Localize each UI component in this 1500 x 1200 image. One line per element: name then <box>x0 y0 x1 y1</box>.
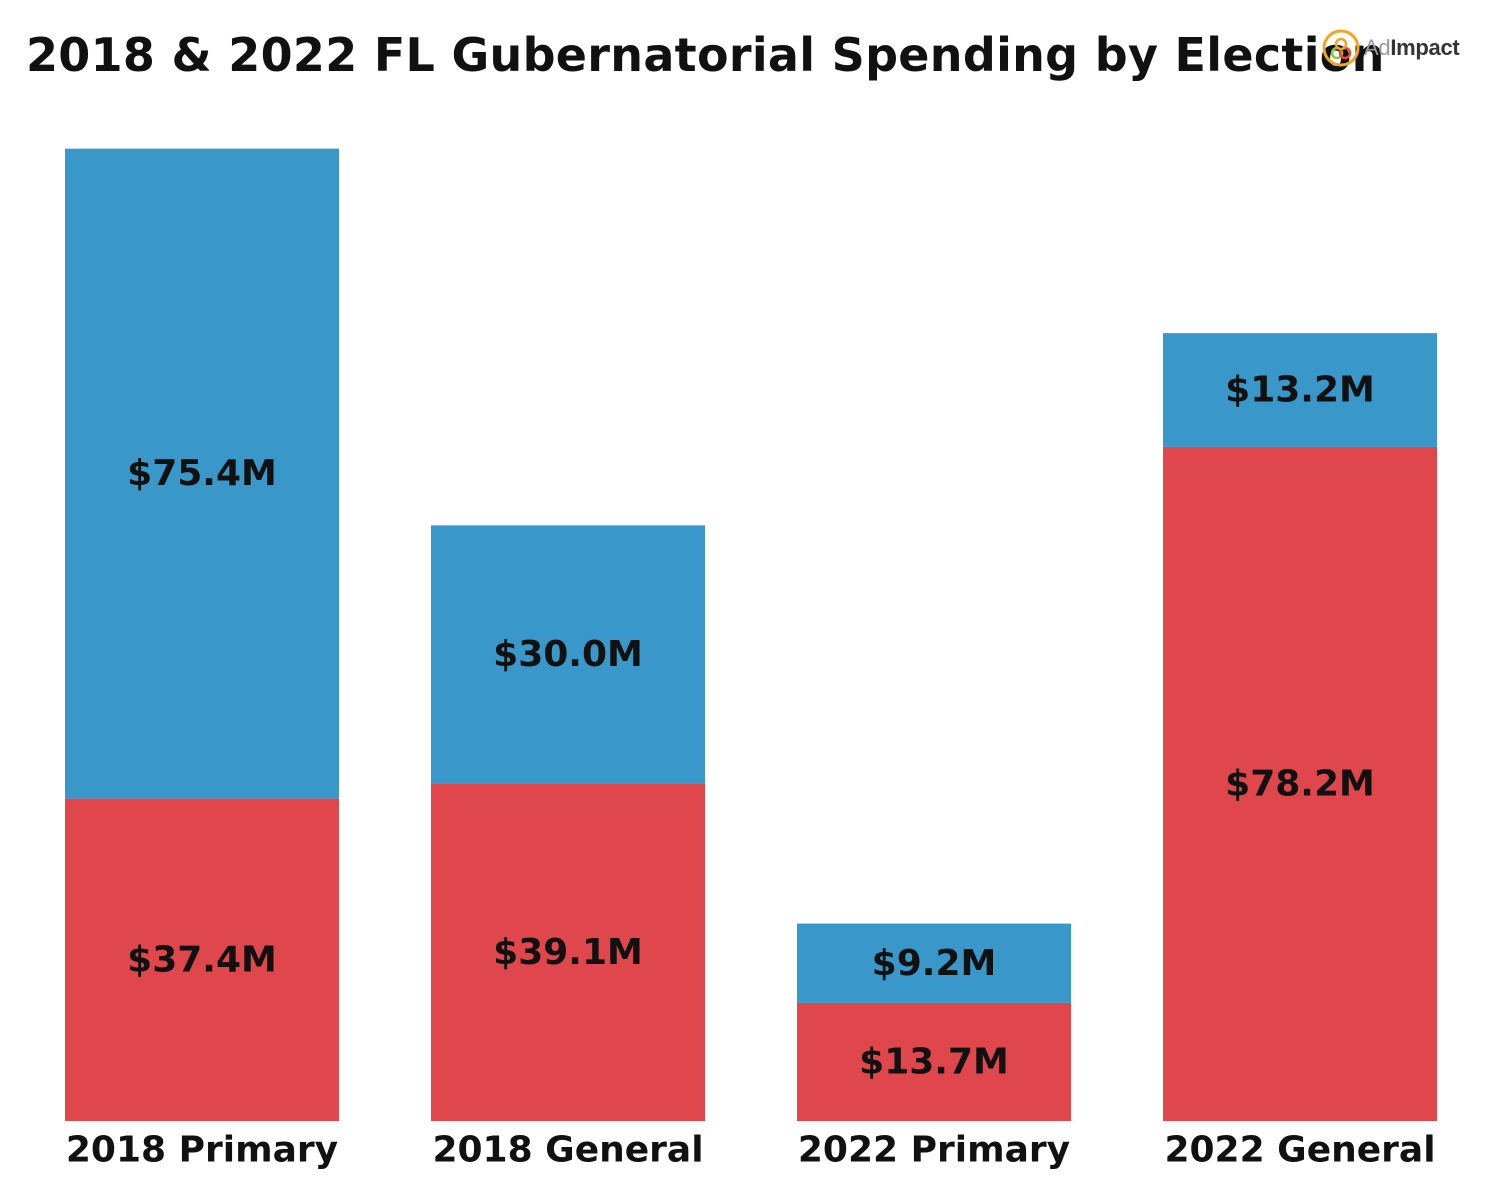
data-label-blue-2: $9.2M <box>872 943 997 984</box>
adimpact-logo-icon <box>1322 29 1360 67</box>
bar-segment-blue-0 <box>65 148 339 799</box>
data-label-red-3: $78.2M <box>1225 763 1375 804</box>
category-label-3: 2022 General <box>1164 1130 1435 1171</box>
category-label-1: 2018 General <box>432 1130 703 1171</box>
data-label-blue-1: $30.0M <box>493 634 643 675</box>
adimpact-logo-text: AdImpact <box>1364 35 1460 60</box>
adimpact-logo: AdImpact <box>1322 28 1460 68</box>
category-label-0: 2018 Primary <box>66 1130 338 1171</box>
bar-segment-blue-2 <box>797 923 1071 1003</box>
bar-segment-red-0 <box>65 798 339 1121</box>
category-label-2: 2022 Primary <box>798 1130 1070 1171</box>
bar-segment-red-1 <box>431 783 705 1121</box>
data-label-red-2: $13.7M <box>859 1041 1009 1082</box>
data-label-blue-3: $13.2M <box>1225 370 1375 411</box>
data-label-blue-0: $75.4M <box>127 453 277 494</box>
bar-segment-red-3 <box>1163 446 1437 1121</box>
chart-title: 2018 & 2022 FL Gubernatorial Spending by… <box>26 28 1385 82</box>
bar-segment-red-2 <box>797 1002 1071 1121</box>
bar-segment-blue-1 <box>431 525 705 784</box>
bar-segment-blue-3 <box>1163 333 1437 447</box>
data-label-red-0: $37.4M <box>127 939 277 980</box>
data-label-red-1: $39.1M <box>493 932 643 973</box>
